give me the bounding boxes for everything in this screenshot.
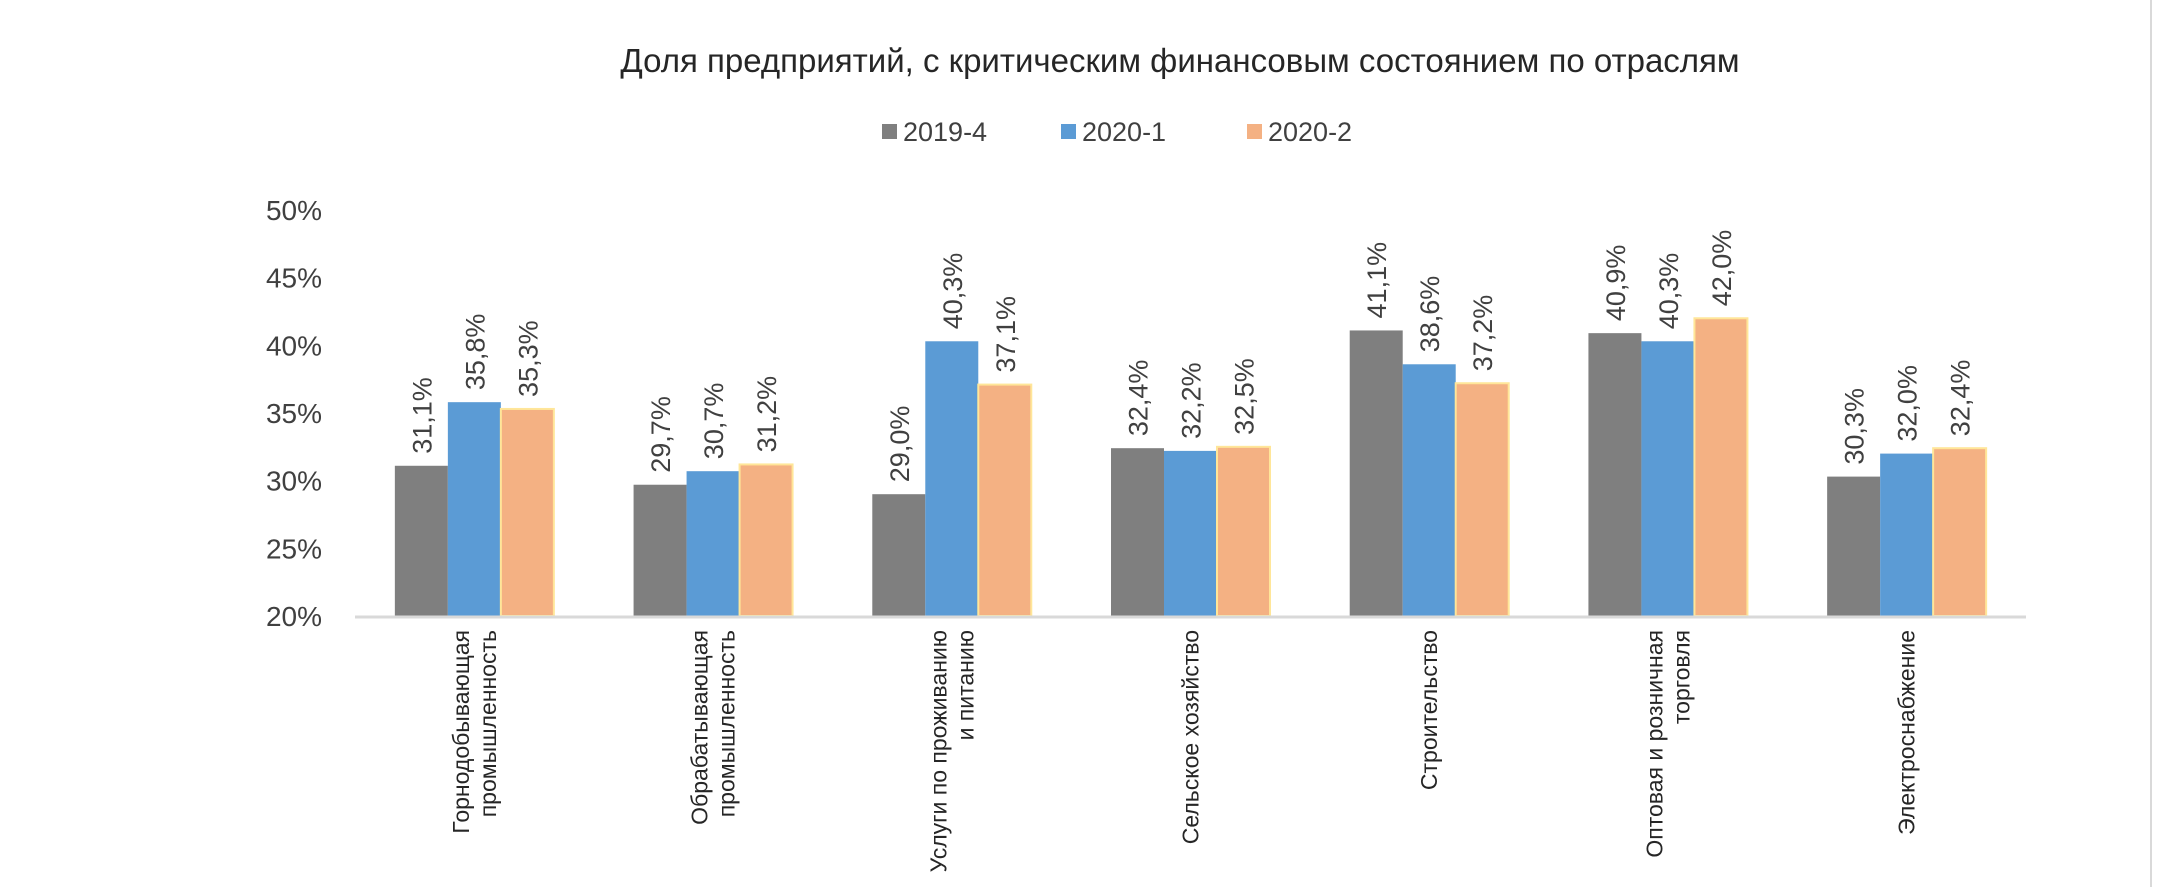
bar [872,494,926,616]
bar [447,402,501,616]
data-label: 37,1% [991,296,1021,373]
data-label: 40,3% [1654,253,1684,330]
bar [1111,448,1164,616]
data-label: 32,2% [1177,362,1207,439]
x-axis: Горнодобывающая промышленность Обрабатываю… [355,615,2026,872]
y-axis: 20% 25% 30% 35% 40% 45% 50% [266,195,322,632]
bar [1641,341,1695,616]
bar [1588,333,1642,616]
data-label: 29,7% [646,396,676,473]
legend-label: 2020-2 [1268,117,1352,147]
data-label: 42,0% [1707,230,1737,307]
category-label: Обрабатывающая [687,630,713,825]
chart-title: Доля предприятий, с критическим финансов… [620,42,1739,79]
legend-swatch [882,124,897,139]
legend-swatch [1247,124,1262,139]
data-label: 32,4% [1946,360,1976,437]
data-label: 30,3% [1840,388,1870,465]
category-label: и питанию [952,630,978,740]
category-label: Услуги по проживанию [925,630,951,872]
category-label: Электроснабжение [1894,630,1920,835]
category-label: Строительство [1416,630,1442,790]
bar [925,341,979,616]
legend-label: 2019-4 [903,117,987,147]
y-tick-label: 35% [266,398,322,429]
bar [977,383,1033,617]
legend: 2019-4 2020-1 2020-2 [882,117,1352,147]
category-label: промышленность [475,630,501,817]
bar [1349,330,1403,616]
y-tick-label: 25% [266,533,322,564]
data-label: 38,6% [1415,276,1445,353]
category-label: Горнодобывающая [448,630,474,834]
y-tick-label: 30% [266,466,322,497]
category-label: Оптовая и розничная [1641,630,1667,858]
bar [499,407,555,617]
bar [394,465,448,616]
frame-border [2150,0,2152,887]
bar [1402,364,1456,616]
bar [1454,382,1510,617]
bars: 31,1% 35,8% 35,3% 29,7% 30,7% 31,2% 29,0% 40,3%… [394,230,1988,618]
bar [738,463,794,617]
bar [633,484,687,616]
data-label: 41,1% [1362,242,1392,319]
data-label: 31,2% [752,376,782,453]
bar [1880,453,1934,616]
data-label: 30,7% [699,383,729,460]
category-label: промышленность [714,630,740,817]
y-tick-label: 45% [266,263,322,294]
data-label: 32,5% [1230,358,1260,435]
bar [1164,450,1217,616]
data-label: 37,2% [1468,295,1498,372]
bar [1932,447,1988,618]
bar [686,471,740,616]
data-label: 35,8% [460,314,490,391]
data-label: 31,1% [407,377,437,454]
data-label: 32,0% [1893,365,1923,442]
legend-swatch [1061,124,1076,139]
data-label: 40,9% [1601,245,1631,322]
data-label: 35,3% [513,320,543,397]
bar [1216,445,1271,618]
bar [1827,476,1881,616]
category-label: торговля [1668,630,1694,724]
y-tick-label: 50% [266,195,322,226]
y-tick-label: 40% [266,330,322,361]
legend-label: 2020-1 [1082,117,1166,147]
category-label: Сельское хозяйство [1178,630,1204,844]
data-label: 40,3% [938,253,968,330]
data-label: 29,0% [885,406,915,483]
bar [1693,317,1749,617]
data-label: 32,4% [1124,360,1154,437]
y-tick-label: 20% [266,601,322,632]
